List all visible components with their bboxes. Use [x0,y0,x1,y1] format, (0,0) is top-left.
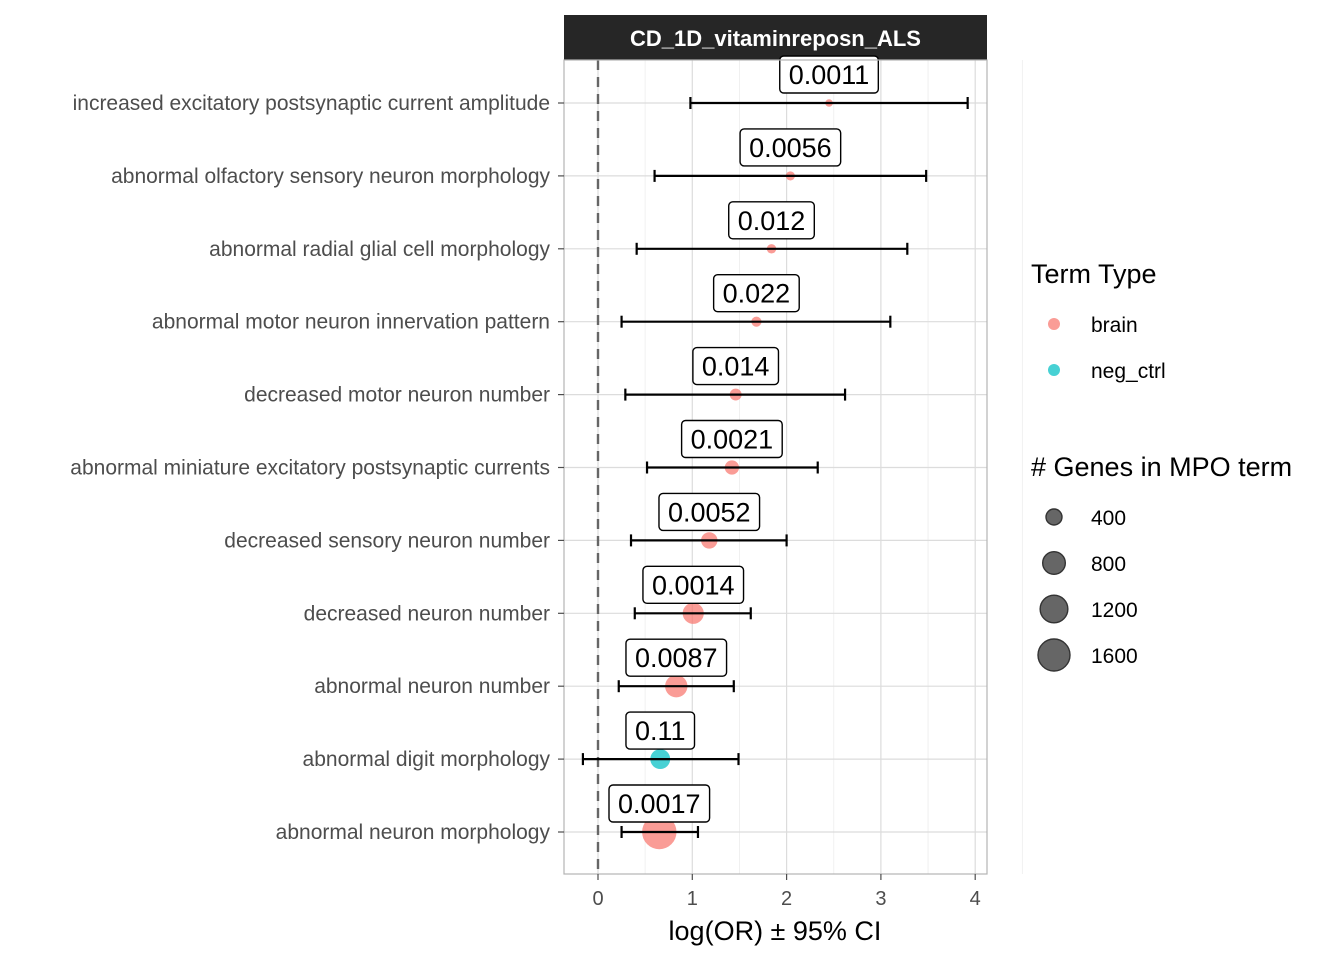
x-axis: 0 1 2 3 4 [592,874,981,910]
y-tick-label: decreased neuron number [304,602,550,625]
p-value-label-text: 0.012 [738,206,806,236]
y-tick-label: abnormal miniature excitatory postsynapt… [70,457,550,480]
size-legend-title: # Genes in MPO term [1031,452,1292,482]
p-value-label: 0.0052 [658,492,761,532]
x-tick-label: 2 [781,888,792,910]
p-value-label-box [608,784,711,823]
p-value-label-text: 0.11 [635,716,686,746]
p-value-label-text: 0.0014 [652,570,735,600]
legend-size-key [1041,550,1067,576]
y-tick-label: abnormal neuron number [314,675,550,698]
p-value-label-text: 0.022 [723,279,791,309]
y-tick-label: decreased motor neuron number [244,384,550,407]
p-value-label-text: 0.0087 [635,643,718,673]
y-tick-label: abnormal digit morphology [303,748,551,771]
x-axis-title: log(OR) ± 95% CI [669,916,882,946]
legend-color-key [1048,364,1060,376]
legend-size-label: 1200 [1091,599,1138,622]
y-tick-label: decreased sensory neuron number [224,529,550,552]
facet-strip [564,15,987,60]
p-value-label: 0.0087 [625,638,728,677]
p-value-label: 0.012 [728,201,816,240]
p-value-label: 0.0021 [680,419,783,459]
x-tick-label: 3 [875,888,886,910]
marks-layer: 0.0011 0.0056 0.012 0.022 0.014 0.0021 0.0052 0… [581,55,969,874]
legend-size-key [1037,638,1071,672]
y-tick-label: abnormal motor neuron innervation patter… [152,311,550,334]
x-tick-label: 0 [592,888,603,910]
p-value-label-text: 0.0056 [749,133,832,163]
y-tick-label: abnormal olfactory sensory neuron morpho… [111,165,550,188]
y-tick-label: increased excitatory postsynaptic curren… [73,92,550,115]
p-value-label-box [680,419,783,459]
p-value-label-box [739,128,842,167]
p-value-label-box [658,492,761,532]
y-axis: increased excitatory postsynaptic curren… [70,92,564,844]
p-value-label-text: 0.0011 [789,60,870,90]
p-value-label-box [728,201,816,240]
p-value-label-text: 0.0017 [618,789,701,819]
legend-color-label: brain [1091,314,1138,337]
p-value-label-box [779,55,880,94]
legend-size-key [1039,594,1069,624]
y-tick-label: abnormal neuron morphology [276,821,551,844]
legend: Term Type # Genes in MPO term brain neg_c… [1031,259,1292,672]
p-value-label: 0.0017 [608,784,711,823]
p-value-label: 0.0014 [642,565,745,604]
facet-title: CD_1D_vitaminreposn_ALS [630,26,921,51]
x-tick-label: 4 [970,888,981,910]
legend-size-label: 1600 [1091,645,1138,668]
legend-size-key [1045,508,1063,526]
p-value-label: 0.0056 [739,128,842,167]
p-value-label-text: 0.0021 [691,425,774,455]
p-value-label: 0.11 [625,711,696,750]
legend-color-label: neg_ctrl [1091,360,1166,383]
color-legend-title: Term Type [1031,259,1157,289]
p-value-label-box [692,346,780,386]
x-tick-label: 1 [687,888,698,910]
p-value-label: 0.022 [712,274,800,313]
y-tick-label: abnormal radial glial cell morphology [209,238,550,261]
legend-color-key [1048,318,1060,330]
legend-size-label: 800 [1091,553,1126,576]
p-value-label-box [625,711,696,750]
p-value-label: 0.0011 [779,55,880,94]
p-value-label-text: 0.0052 [668,497,751,527]
p-value-label-box [625,638,728,677]
p-value-label: 0.014 [692,346,780,386]
p-value-label-text: 0.014 [702,352,770,382]
p-value-label-box [712,274,800,313]
legend-size-label: 400 [1091,507,1126,530]
p-value-label-box [642,565,745,604]
